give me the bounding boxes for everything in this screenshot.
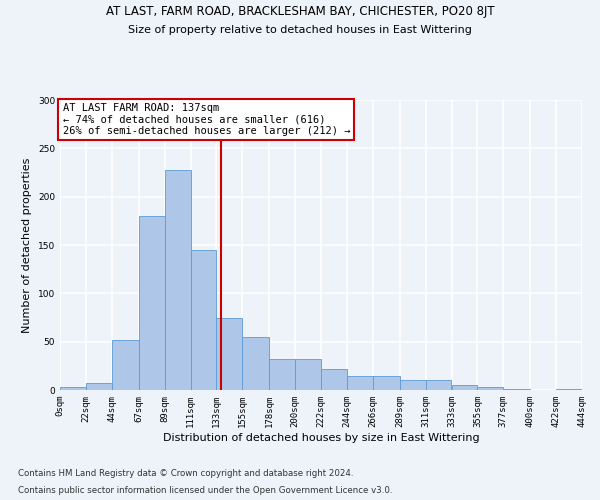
Bar [60, 387, 86, 390]
Bar [425, 380, 451, 390]
Bar [191, 250, 217, 390]
Bar [400, 380, 425, 390]
Bar [139, 216, 164, 390]
Bar [321, 368, 347, 390]
Bar [503, 389, 530, 390]
Text: Contains public sector information licensed under the Open Government Licence v3: Contains public sector information licen… [18, 486, 392, 495]
Bar [112, 340, 139, 390]
Bar [452, 385, 478, 390]
Bar [269, 359, 295, 390]
Bar [373, 376, 400, 390]
Bar [478, 387, 503, 390]
Text: AT LAST, FARM ROAD, BRACKLESHAM BAY, CHICHESTER, PO20 8JT: AT LAST, FARM ROAD, BRACKLESHAM BAY, CHI… [106, 5, 494, 18]
Y-axis label: Number of detached properties: Number of detached properties [22, 158, 32, 332]
Bar [86, 383, 112, 390]
Text: Contains HM Land Registry data © Crown copyright and database right 2024.: Contains HM Land Registry data © Crown c… [18, 468, 353, 477]
Text: Size of property relative to detached houses in East Wittering: Size of property relative to detached ho… [128, 25, 472, 35]
Bar [295, 359, 321, 390]
Bar [242, 337, 269, 390]
Bar [217, 318, 242, 390]
X-axis label: Distribution of detached houses by size in East Wittering: Distribution of detached houses by size … [163, 432, 479, 442]
Bar [556, 389, 582, 390]
Bar [164, 170, 191, 390]
Bar [347, 376, 373, 390]
Text: AT LAST FARM ROAD: 137sqm
← 74% of detached houses are smaller (616)
26% of semi: AT LAST FARM ROAD: 137sqm ← 74% of detac… [62, 103, 350, 136]
